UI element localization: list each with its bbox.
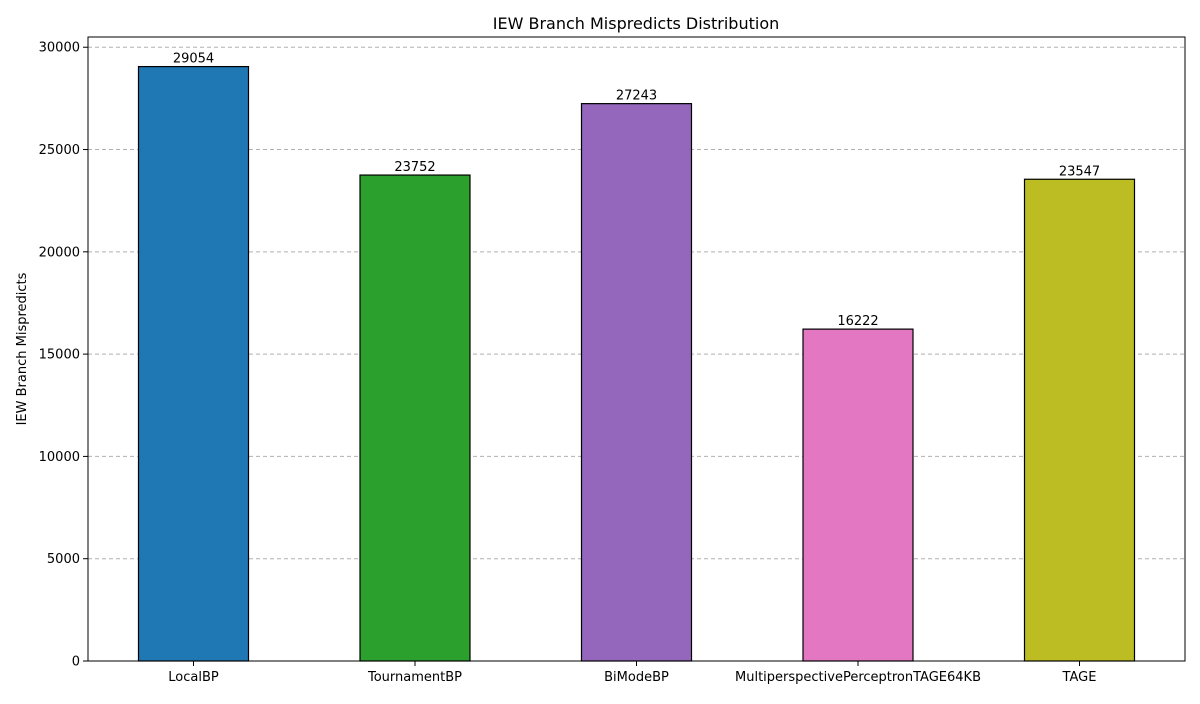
bar-localbp bbox=[137, 65, 250, 662]
data-label: 23547 bbox=[1059, 164, 1100, 179]
y-tick-label: 10000 bbox=[39, 450, 80, 465]
y-tick-label: 30000 bbox=[39, 41, 80, 56]
y-tick-label: 0 bbox=[72, 655, 80, 670]
y-tick-label: 20000 bbox=[39, 245, 80, 260]
bar-multiperspectiveperceptrontage64kb bbox=[802, 328, 914, 662]
chart-title: IEW Branch Mispredicts Distribution bbox=[493, 14, 780, 33]
bar-tournamentbp bbox=[359, 174, 471, 662]
bar-bimodebp bbox=[580, 103, 693, 662]
data-label: 27243 bbox=[616, 89, 657, 104]
y-tick-label: 15000 bbox=[39, 348, 80, 363]
bar-tage bbox=[1023, 178, 1136, 662]
x-axis-ticks: LocalBP TournamentBP BiModeBP Multiperspect… bbox=[168, 661, 1096, 685]
y-axis-label: IEW Branch Mispredicts bbox=[15, 272, 30, 425]
x-tick-label: TAGE bbox=[1062, 670, 1097, 685]
y-tick-label: 25000 bbox=[39, 143, 80, 158]
data-label: 23752 bbox=[394, 160, 435, 175]
x-tick-label: TournamentBP bbox=[367, 670, 462, 685]
x-tick-label: MultiperspectivePerceptronTAGE64KB bbox=[735, 670, 981, 685]
axes-frame bbox=[87, 36, 1186, 662]
data-label: 29054 bbox=[173, 52, 214, 67]
y-tick-label: 5000 bbox=[47, 552, 80, 567]
data-label: 16222 bbox=[837, 314, 878, 329]
x-tick-label: BiModeBP bbox=[604, 670, 669, 685]
y-axis-ticks: 0 5000 10000 15000 20000 25000 30000 bbox=[39, 41, 88, 670]
data-labels: 29054 23752 27243 16222 23547 bbox=[173, 52, 1100, 330]
bars bbox=[137, 65, 1136, 662]
x-tick-label: LocalBP bbox=[168, 670, 219, 685]
